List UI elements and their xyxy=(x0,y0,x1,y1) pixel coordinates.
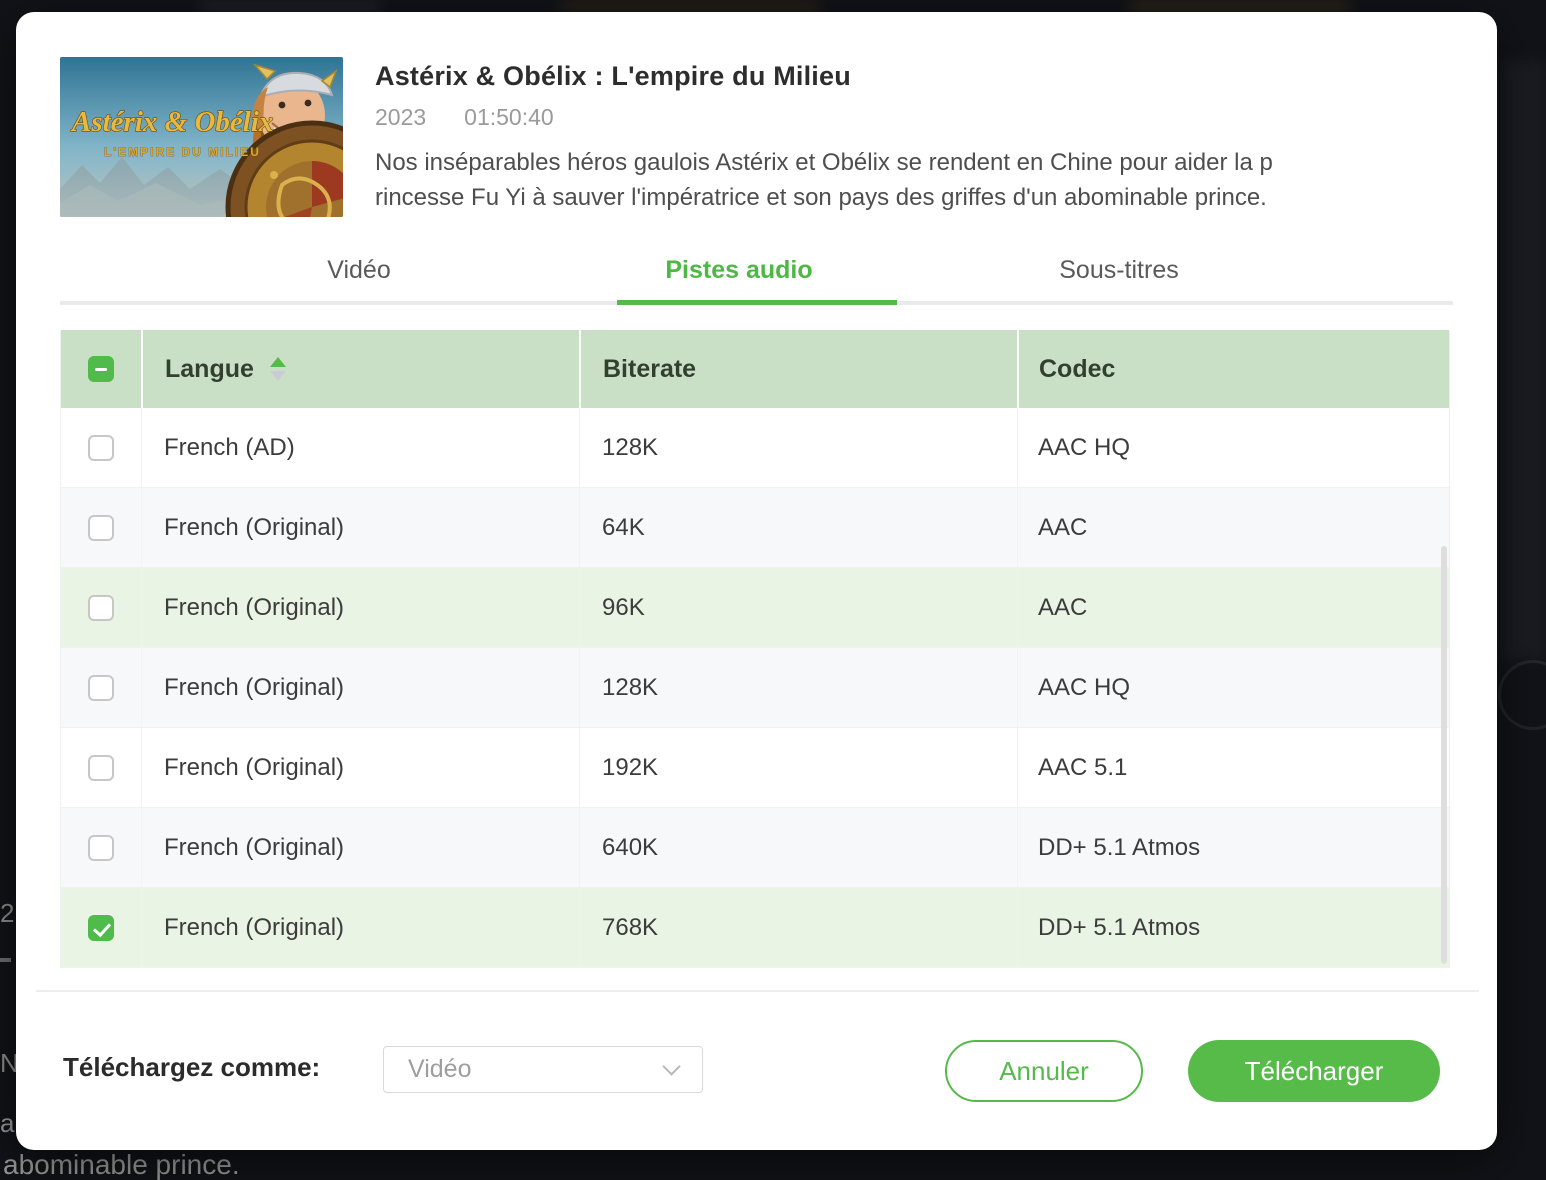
download-dialog: Astérix & Obélix L'EMPIRE DU MILIEU Asté… xyxy=(16,12,1497,1150)
movie-description: Nos inséparables héros gaulois Astérix e… xyxy=(375,145,1453,215)
cell-language: French (Original) xyxy=(141,648,579,727)
row-checkbox[interactable] xyxy=(88,594,114,621)
movie-duration: 01:50:40 xyxy=(464,104,554,130)
tab-video[interactable]: Vidéo xyxy=(327,255,391,284)
download-format-value: Vidéo xyxy=(408,1055,472,1083)
table-row[interactable]: French (Original) 192K AAC 5.1 xyxy=(61,728,1449,808)
sort-asc-icon xyxy=(269,357,286,367)
chevron-down-icon xyxy=(662,1057,681,1076)
shield xyxy=(225,120,343,217)
select-all-cell xyxy=(61,330,141,408)
table-row[interactable]: French (AD) 128K AAC HQ xyxy=(61,408,1449,488)
movie-header: Astérix & Obélix L'EMPIRE DU MILIEU Asté… xyxy=(60,57,1453,219)
clipped-background-text: N xyxy=(0,1048,19,1078)
cell-bitrate: 128K xyxy=(579,408,1017,487)
movie-year: 2023 xyxy=(375,104,427,130)
column-header-label: Biterate xyxy=(603,354,697,383)
movie-info: Astérix & Obélix : L'empire du Milieu 20… xyxy=(375,61,1453,215)
cell-codec: DD+ 5.1 Atmos xyxy=(1017,888,1449,967)
cell-codec: AAC xyxy=(1017,568,1449,647)
column-header-label: Langue xyxy=(165,354,254,383)
audio-tracks-table: Langue Biterate Codec French (AD) 128K A… xyxy=(60,330,1450,968)
cell-language: French (Original) xyxy=(141,568,579,647)
sort-arrows-icon[interactable] xyxy=(269,357,286,381)
movie-meta: 2023 01:50:40 xyxy=(375,104,1453,131)
table-row[interactable]: French (Original) 96K AAC xyxy=(61,568,1449,648)
select-all-checkbox[interactable] xyxy=(88,356,114,382)
table-row[interactable]: French (Original) 64K AAC xyxy=(61,488,1449,568)
row-checkbox[interactable] xyxy=(88,514,114,541)
poster-subtitle-text: L'EMPIRE DU MILIEU xyxy=(104,145,261,159)
cell-bitrate: 640K xyxy=(579,808,1017,887)
column-header-language[interactable]: Langue xyxy=(141,330,579,408)
cell-language: French (Original) xyxy=(141,888,579,967)
download-button[interactable]: Télécharger xyxy=(1188,1040,1440,1102)
download-as-label: Téléchargez comme: xyxy=(63,1052,321,1082)
row-checkbox[interactable] xyxy=(88,434,114,461)
column-header-bitrate[interactable]: Biterate xyxy=(579,330,1017,408)
row-checkbox[interactable] xyxy=(88,834,114,861)
cell-bitrate: 768K xyxy=(579,888,1017,967)
backdrop-glow xyxy=(200,0,380,14)
cell-codec: DD+ 5.1 Atmos xyxy=(1017,808,1449,887)
table-scrollbar-thumb[interactable] xyxy=(1441,546,1447,964)
cell-language: French (Original) xyxy=(141,808,579,887)
column-header-label: Codec xyxy=(1039,354,1116,383)
movie-poster: Astérix & Obélix L'EMPIRE DU MILIEU xyxy=(60,57,343,217)
cell-codec: AAC 5.1 xyxy=(1017,728,1449,807)
cell-codec: AAC HQ xyxy=(1017,648,1449,727)
cell-bitrate: 128K xyxy=(579,648,1017,727)
row-checkbox[interactable] xyxy=(88,674,114,701)
movie-title: Astérix & Obélix : L'empire du Milieu xyxy=(375,61,851,91)
dialog-footer: Téléchargez comme: Vidéo Annuler Télécha… xyxy=(63,1028,1457,1114)
download-format-select[interactable]: Vidéo xyxy=(383,1046,703,1093)
cell-bitrate: 64K xyxy=(579,488,1017,567)
movie-description-line: Nos inséparables héros gaulois Astérix e… xyxy=(375,149,1273,176)
backdrop-ring xyxy=(1498,660,1546,730)
cell-codec: AAC xyxy=(1017,488,1449,567)
clipped-background-text xyxy=(0,958,11,962)
tab-audio-tracks[interactable]: Pistes audio xyxy=(665,255,813,284)
table-row[interactable]: French (Original) 640K DD+ 5.1 Atmos xyxy=(61,808,1449,888)
table-row-selected[interactable]: French (Original) 768K DD+ 5.1 Atmos xyxy=(61,888,1449,968)
row-checkbox[interactable] xyxy=(88,754,114,781)
backdrop-glow xyxy=(1500,60,1546,660)
movie-description-line: rincesse Fu Yi à sauver l'impératrice et… xyxy=(375,184,1267,211)
cell-codec: AAC HQ xyxy=(1017,408,1449,487)
cell-language: French (Original) xyxy=(141,488,579,567)
tab-subtitles[interactable]: Sous-titres xyxy=(1059,255,1179,284)
cell-language: French (AD) xyxy=(141,408,579,487)
cancel-button[interactable]: Annuler xyxy=(945,1040,1143,1102)
active-tab-indicator xyxy=(617,300,897,305)
poster-title-text: Astérix & Obélix xyxy=(70,106,273,138)
table-header-row: Langue Biterate Codec xyxy=(61,330,1449,408)
cell-bitrate: 96K xyxy=(579,568,1017,647)
cell-bitrate: 192K xyxy=(579,728,1017,807)
footer-divider xyxy=(36,990,1479,992)
tab-bar: Vidéo Pistes audio Sous-titres xyxy=(169,240,1309,300)
table-row[interactable]: French (Original) 128K AAC HQ xyxy=(61,648,1449,728)
clipped-background-text: 2 xyxy=(0,898,15,928)
row-checkbox-checked[interactable] xyxy=(88,914,114,941)
sort-desc-icon xyxy=(269,371,286,381)
cell-language: French (Original) xyxy=(141,728,579,807)
clipped-background-text: abominable prince. xyxy=(3,1149,240,1180)
column-header-codec[interactable]: Codec xyxy=(1017,330,1449,408)
clipped-background-text: ai xyxy=(0,1108,21,1138)
